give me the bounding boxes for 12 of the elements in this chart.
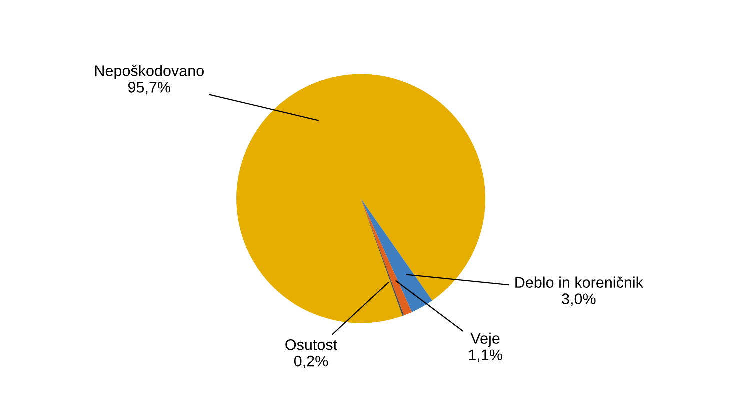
data-label: 1,1%: [469, 350, 502, 362]
data-label: 3,0%: [562, 294, 596, 306]
pie-slice: [361, 198, 412, 316]
pie-slice: [361, 198, 404, 316]
data-label: 0,2%: [294, 356, 328, 369]
pie-slice: [361, 198, 432, 312]
pie-slice: [236, 74, 486, 324]
slice-label: Nepoškodovano: [95, 65, 204, 80]
data-label: 95,7%: [128, 82, 171, 95]
slice-label: Osutost: [286, 339, 338, 350]
slice-label: Deblo in koreničnik: [516, 276, 644, 288]
slice-label: Veje: [470, 332, 500, 348]
